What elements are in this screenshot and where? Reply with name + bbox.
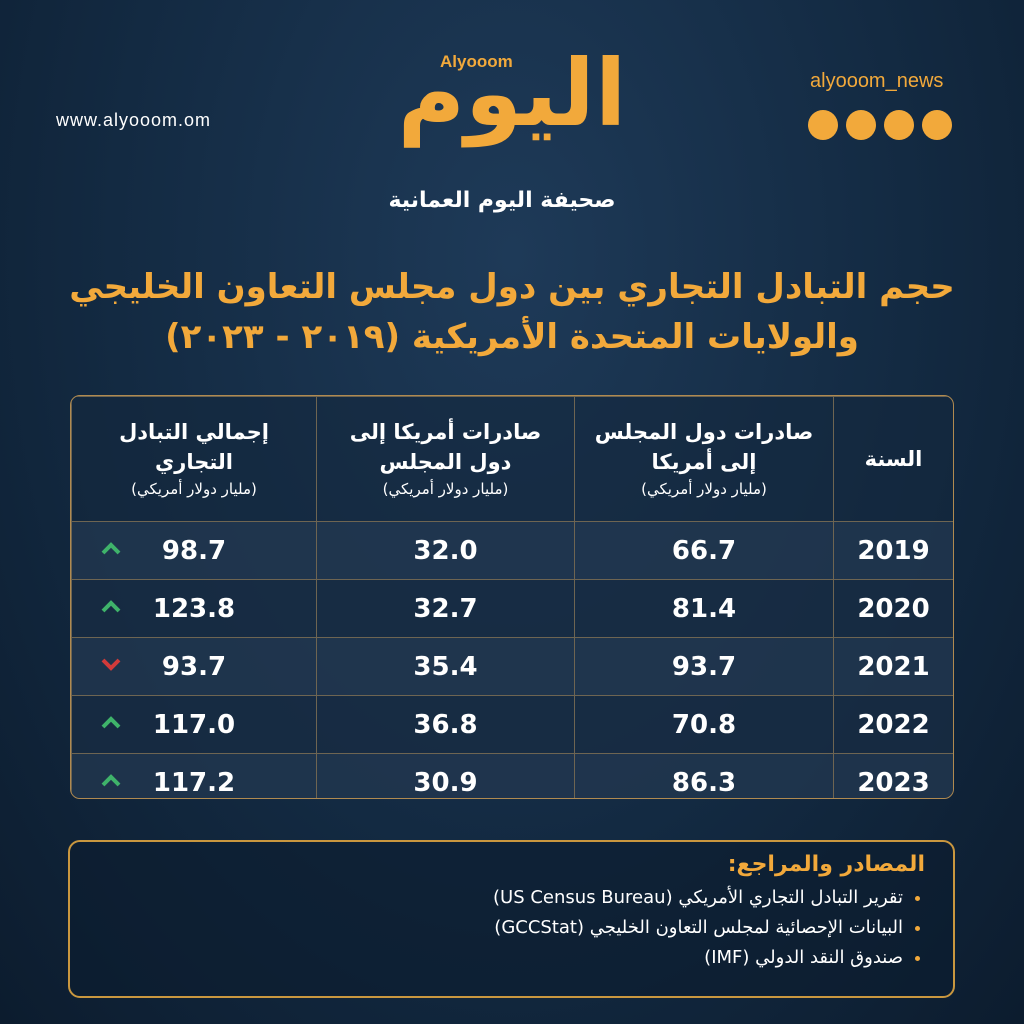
cell-text: 86.3: [671, 767, 737, 798]
cell-text: 32.7: [413, 593, 478, 624]
tagline: صحيفة اليوم العمانية: [388, 188, 616, 213]
value-cell: 117.0: [71, 695, 317, 754]
sources-list: تقرير التبادل التجاري الأمريكي (US Censu…: [98, 883, 925, 973]
trade-table: السنة صادرات دول المجلس إلى أمريكا (مليار…: [71, 396, 953, 798]
trend-up-icon: [101, 542, 121, 555]
trend-up-icon: [101, 716, 121, 729]
cell-text: 30.9: [413, 767, 478, 798]
facebook-icon[interactable]: [884, 110, 914, 140]
header-cell: صادرات دول المجلس إلى أمريكا (مليار دولار…: [574, 396, 834, 522]
year-cell: 2022: [833, 695, 953, 754]
header-cell: السنة: [833, 396, 953, 522]
value-cell: 117.2: [71, 753, 317, 798]
cell-text: 93.7: [161, 651, 227, 682]
source-item: صندوق النقد الدولي (IMF): [98, 943, 903, 973]
brand-logo: اليوم: [397, 40, 627, 147]
value-cell: 86.3: [574, 753, 834, 798]
trend-chevron: [101, 716, 121, 729]
table-body: 2019 66.7 32.0 98.7 2020 81.4 32.7 123.8 2021 93.…: [71, 521, 953, 798]
year-cell: 2019: [833, 521, 953, 580]
value-cell: 70.8: [574, 695, 834, 754]
source-item: البيانات الإحصائية لمجلس التعاون الخليجي…: [98, 913, 903, 943]
year-cell: 2020: [833, 579, 953, 638]
title-line: والولايات المتحدة الأمريكية (٢٠١٩ - ٢٠٢٣…: [165, 317, 859, 357]
cell-text: 70.8: [671, 709, 737, 740]
table-row: 2020 81.4 32.7 123.8: [71, 579, 953, 638]
sources-heading: المصادر والمراجع:: [727, 852, 925, 877]
social-handle: alyooom_news: [810, 70, 944, 92]
trend-up-icon: [101, 600, 121, 613]
header-title: السنة: [864, 447, 923, 471]
trend-down-icon: [101, 658, 121, 671]
title-line: حجم التبادل التجاري بين دول مجلس التعاون…: [69, 267, 955, 307]
cell-text: 2020: [857, 593, 930, 624]
trend-chevron: [101, 774, 121, 787]
header-unit: (مليار دولار أمريكي): [131, 480, 257, 498]
header-title: صادرات أمريكا إلى دول المجلس: [349, 420, 542, 474]
header-title: إجمالي التبادل التجاري: [119, 420, 269, 474]
whatsapp-icon[interactable]: [922, 110, 952, 140]
value-cell: 93.7: [574, 637, 834, 696]
year-cell: 2021: [833, 637, 953, 696]
cell-text: 81.4: [671, 593, 737, 624]
sources-box: المصادر والمراجع: تقرير التبادل التجاري …: [68, 840, 955, 998]
value-cell: 98.7: [71, 521, 317, 580]
header-unit: (مليار دولار أمريكي): [641, 480, 767, 498]
value-cell: 35.4: [316, 637, 575, 696]
cell-text: 98.7: [161, 535, 227, 566]
title: حجم التبادل التجاري بين دول مجلس التعاون…: [40, 262, 984, 362]
cell-text: 2023: [857, 767, 930, 798]
brand-latin: Alyooom: [440, 52, 513, 71]
cell-text: 36.8: [413, 709, 478, 740]
table-container: السنة صادرات دول المجلس إلى أمريكا (مليار…: [70, 395, 954, 799]
table-row: 2022 70.8 36.8 117.0: [71, 695, 953, 754]
cell-text: 35.4: [413, 651, 478, 682]
cell-text: 2022: [857, 709, 930, 740]
website: www.alyooom.om: [56, 110, 212, 130]
table-row: 2019 66.7 32.0 98.7: [71, 521, 953, 580]
value-cell: 66.7: [574, 521, 834, 580]
instagram-icon[interactable]: [846, 110, 876, 140]
header-unit: (مليار دولار أمريكي): [382, 480, 509, 498]
value-cell: 36.8: [316, 695, 575, 754]
cell-text: 2019: [857, 535, 930, 566]
header-row: السنة صادرات دول المجلس إلى أمريكا (مليار…: [71, 396, 953, 522]
trend-up-icon: [101, 774, 121, 787]
value-cell: 123.8: [71, 579, 317, 638]
value-cell: 81.4: [574, 579, 834, 638]
cell-text: 93.7: [671, 651, 737, 682]
value-cell: 93.7: [71, 637, 317, 696]
source-item: تقرير التبادل التجاري الأمريكي (US Censu…: [98, 883, 903, 913]
value-cell: 30.9: [316, 753, 575, 798]
cell-text: 66.7: [671, 535, 737, 566]
table-row: 2021 93.7 35.4 93.7: [71, 637, 953, 696]
trend-chevron: [101, 658, 121, 671]
x-icon[interactable]: [808, 110, 838, 140]
value-cell: 32.0: [316, 521, 575, 580]
header-cell: إجمالي التبادل التجاري (مليار دولار أمريك…: [71, 396, 317, 522]
header-cell: صادرات أمريكا إلى دول المجلس (مليار دولار…: [316, 396, 575, 522]
year-cell: 2023: [833, 753, 953, 798]
social-icons: [808, 110, 952, 140]
value-cell: 32.7: [316, 579, 575, 638]
cell-text: 2021: [857, 651, 930, 682]
cell-text: 32.0: [413, 535, 478, 566]
trend-chevron: [101, 542, 121, 555]
header-title: صادرات دول المجلس إلى أمريكا: [594, 420, 814, 474]
cell-text: 117.2: [152, 767, 236, 798]
cell-text: 117.0: [152, 709, 236, 740]
table-row: 2023 86.3 30.9 117.2: [71, 753, 953, 798]
cell-text: 123.8: [152, 593, 236, 624]
trend-chevron: [101, 600, 121, 613]
